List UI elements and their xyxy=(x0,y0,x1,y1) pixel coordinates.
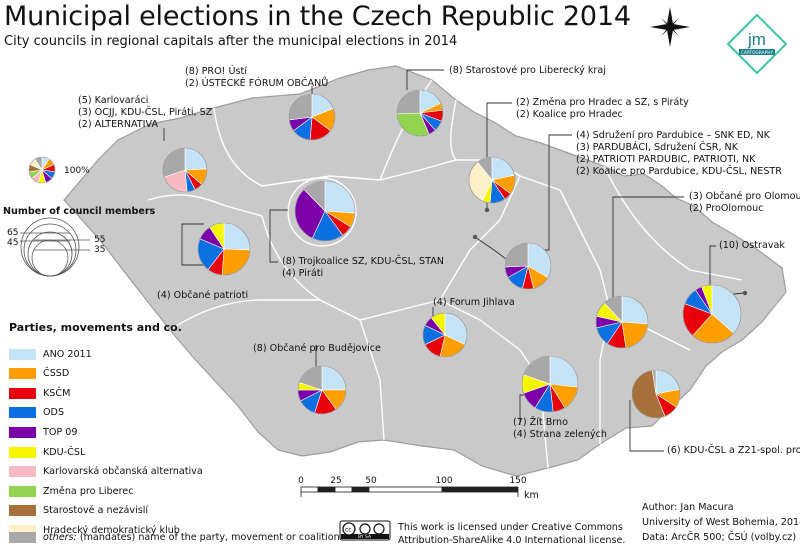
legend-label: KDU-ČSL xyxy=(43,446,86,458)
label-zlin: (6) KDU-ČSL a Z21-spol. pro ZL xyxy=(667,445,800,456)
legend-item: Karlovarská občanská alternativa xyxy=(9,465,203,479)
size-value-55: 55 xyxy=(94,235,106,245)
svg-text:cc: cc xyxy=(345,527,352,534)
license-line-2: Attribution-ShareAlike 4.0 International… xyxy=(398,535,626,546)
pie--st-nad-labem xyxy=(288,93,336,141)
label-plzen: (4) Občané patrioti xyxy=(157,290,249,301)
reference-pie-label: 100% xyxy=(64,166,90,176)
pie-charts xyxy=(28,89,742,419)
legend-item: ANO 2011 xyxy=(9,347,92,361)
label-usti: (8) PRO! Ústí (2) ÚSTECKÉ FÓRUM OBČANŮ xyxy=(185,66,329,89)
label-pardubice: (4) Sdružení pro Pardubice – SNK ED, NK(… xyxy=(576,130,782,177)
label-brno: (7) Žít Brno (4) Strana zelených xyxy=(513,417,607,440)
pie-jihlava xyxy=(422,312,468,358)
legend-swatch xyxy=(9,348,36,360)
size-value-35: 35 xyxy=(94,245,106,255)
logo-subtext: CARTOGRAPHY xyxy=(741,50,774,56)
cc-badge-text: BY SA xyxy=(358,534,372,540)
legend-others-text: (mandates) name of the party, movement o… xyxy=(76,531,340,543)
legend-swatch xyxy=(9,466,36,478)
legend-label: Karlovarská občanská alternativa xyxy=(43,466,203,478)
scale-tick-50: 50 xyxy=(365,476,377,486)
license-line-1: This work is licensed under Creative Com… xyxy=(398,522,623,533)
legend-item: Hradecký demokratický klub xyxy=(9,523,180,537)
size-legend-title: Number of council members xyxy=(3,206,156,217)
page-subtitle: City councils in regional capitals after… xyxy=(4,34,458,49)
scale-tick-0: 0 xyxy=(298,476,304,486)
legend-swatch xyxy=(9,505,36,517)
legend-label: KSČM xyxy=(43,387,71,399)
cc-license-icon: cc xyxy=(339,520,391,541)
pie-pardubice xyxy=(504,242,552,290)
legend-label: ANO 2011 xyxy=(43,348,92,360)
label-jihlava: (4) Forum Jihlava xyxy=(433,297,515,308)
size-legend-circles xyxy=(20,217,90,277)
label-budejovice: (8) Občané pro Budějovice xyxy=(253,343,381,354)
scale-tick-150: 150 xyxy=(509,476,527,486)
legend-title: Parties, movements and co. xyxy=(9,321,182,334)
label-olomouc: (3) Občané pro Olomouc (2) ProOlomouc xyxy=(689,191,800,214)
legend-label: Starostové a nezávislí xyxy=(43,505,149,517)
credit-data: Data: ArcČR 500; ČSÚ (volby.cz) xyxy=(642,532,797,543)
legend-item: Změna pro Liberec xyxy=(9,484,134,498)
legend-swatch xyxy=(9,426,36,438)
pie-plze- xyxy=(197,222,251,276)
legend-label: Změna pro Liberec xyxy=(43,485,134,497)
pie-olomouc xyxy=(595,295,649,349)
label-ostrava: (10) Ostravak xyxy=(719,240,785,251)
pie-zl-n xyxy=(631,369,681,419)
legend-label: Hradecký demokratický klub xyxy=(43,524,180,536)
size-value-45: 45 xyxy=(7,238,19,248)
legend-swatch xyxy=(9,407,36,419)
pie-liberec xyxy=(396,89,444,137)
pie-hradec-kr-lov- xyxy=(468,156,516,204)
pie-praha xyxy=(294,180,356,242)
page-title: Municipal elections in the Czech Republi… xyxy=(4,1,631,32)
size-value-65: 65 xyxy=(7,228,19,238)
pie--esk-bud-jovice xyxy=(297,365,347,415)
label-karlovy-vary: (5) Karlovaráci (3) OCJJ, KDU-ČSL, Piráti… xyxy=(78,95,213,130)
legend-swatch xyxy=(9,524,36,536)
legend-label: TOP 09 xyxy=(43,426,78,438)
legend-swatch xyxy=(9,387,36,399)
scale-bar xyxy=(300,486,519,497)
label-praha: (8) Trojkoalice SZ, KDU-ČSL, STAN (4) Pir… xyxy=(282,256,444,279)
legend-item: ODS xyxy=(9,406,64,420)
pie-brno xyxy=(521,355,579,413)
legend-item: Starostové a nezávislí xyxy=(9,504,148,518)
pie-ostrava xyxy=(682,284,742,344)
legend-item: KDU-ČSL xyxy=(9,445,85,459)
credit-affiliation: University of West Bohemia, 2014 xyxy=(642,517,800,528)
credit-author: Author: Jan Macura xyxy=(642,502,734,513)
pie-karlovy-vary xyxy=(162,147,208,193)
reference-pie-100 xyxy=(28,156,56,184)
scale-unit: km xyxy=(524,490,539,501)
compass-rose-icon xyxy=(650,7,690,47)
legend-item: KSČM xyxy=(9,386,70,400)
logo-text: jm xyxy=(747,30,766,49)
legend-swatch xyxy=(9,446,36,458)
legend-item: TOP 09 xyxy=(9,425,77,439)
legend-label: ODS xyxy=(43,407,65,419)
scale-tick-100: 100 xyxy=(435,476,453,486)
legend-swatch-others xyxy=(9,531,36,543)
label-liberec: (8) Starostové pro Liberecký kraj xyxy=(449,65,606,76)
legend-others-prefix: others: xyxy=(43,531,77,543)
legend-item: ČSSD xyxy=(9,367,69,381)
scale-tick-25: 25 xyxy=(330,476,342,486)
legend-swatch xyxy=(9,368,36,380)
legend-label: ČSSD xyxy=(43,368,70,380)
legend-swatch xyxy=(9,485,36,497)
legend-item-others: others: (mandates) name of the party, mo… xyxy=(9,530,340,544)
label-hradec: (2) Změna pro Hradec a SZ, s Piráty (2) K… xyxy=(516,97,689,120)
jm-cartography-logo: jm CARTOGRAPHY xyxy=(726,13,788,75)
